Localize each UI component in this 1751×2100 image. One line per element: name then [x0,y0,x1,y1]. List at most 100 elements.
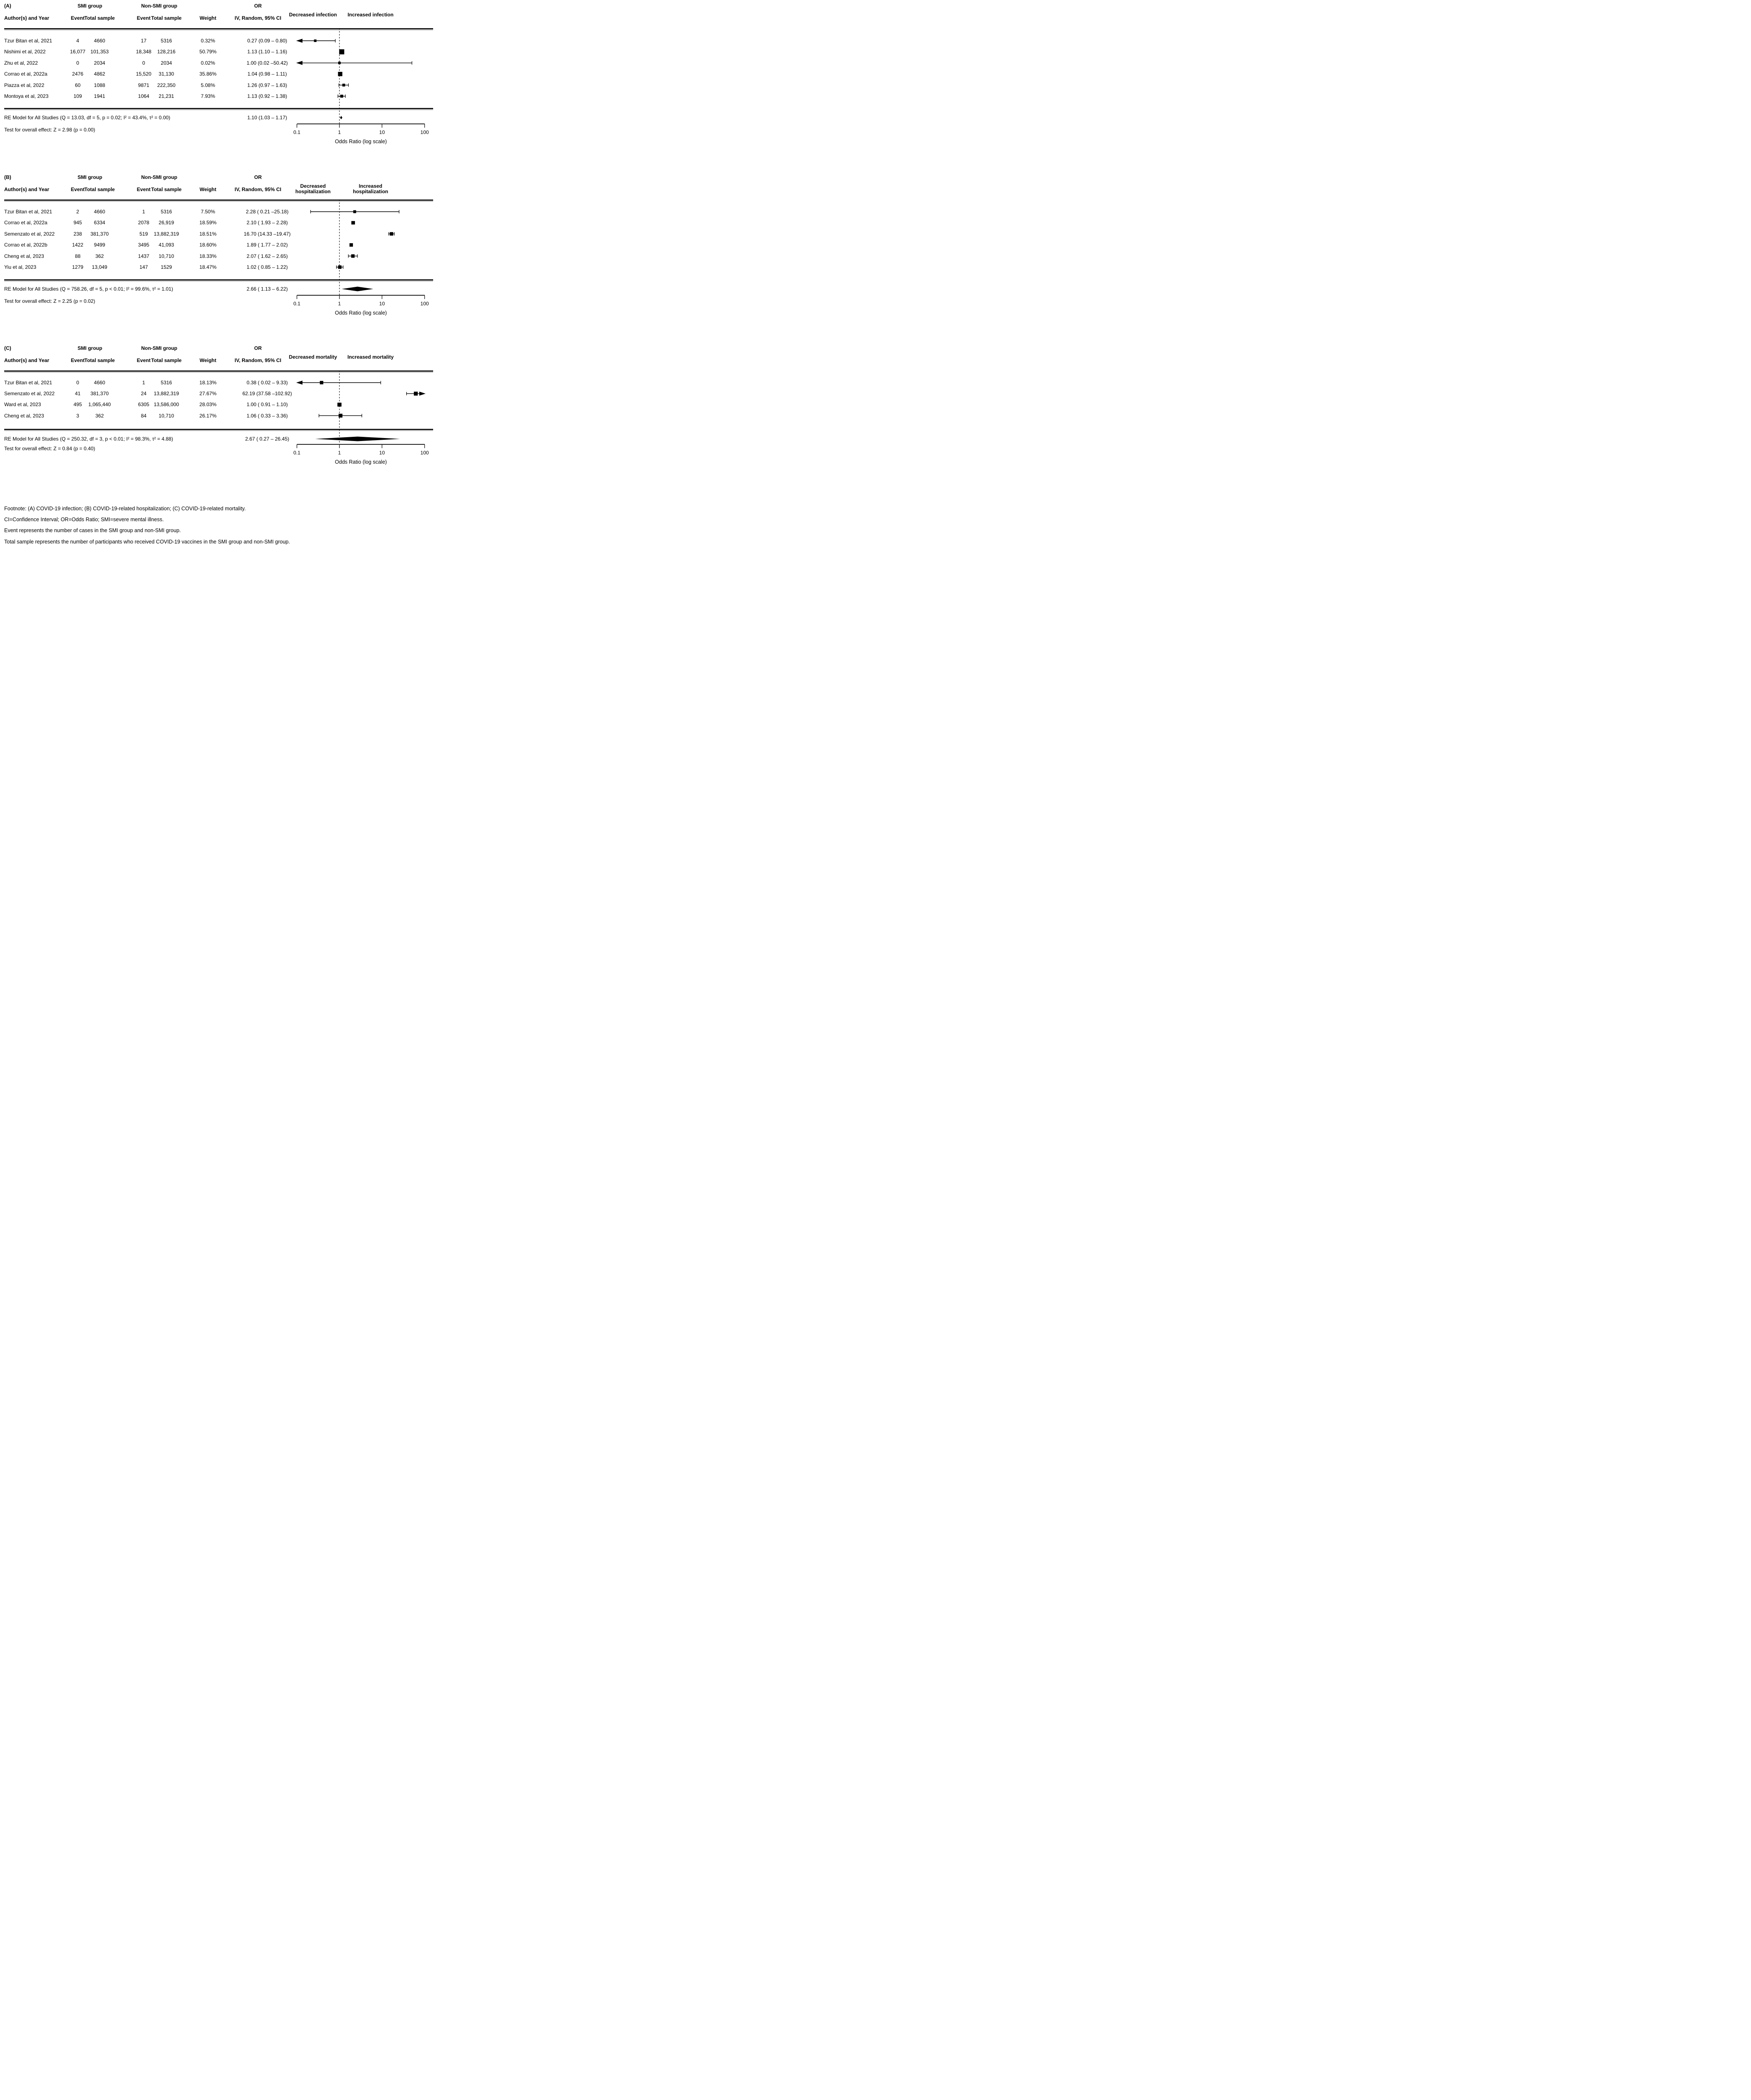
nonsmi-total-header: Total sample [151,186,182,192]
weight-value: 28.03% [199,402,217,408]
weight-value: 18.33% [199,253,217,259]
overall-effect-text: Test for overall effect: Z = 0.84 (p = 0… [4,446,95,452]
increased-direction-label: Increased mortality [347,354,394,360]
smi-total-value: 362 [95,412,104,419]
study-author: Cheng et al, 2023 [4,253,44,259]
smi-event-header: Event [71,186,85,192]
decreased-direction-label: Decreased hospitalization [295,183,331,194]
weight-column-header: Weight [200,357,216,363]
smi-event-value: 41 [75,391,81,397]
summary-rule [4,108,433,110]
re-model-text: RE Model for All Studies (Q = 13.03, df … [4,115,171,121]
weight-column-header: Weight [200,186,216,192]
smi-total-value: 4862 [94,71,105,77]
smi-event-value: 0 [76,380,79,386]
smi-total-value: 362 [95,253,104,259]
study-author: Nishimi et al, 2022 [4,49,46,55]
or-ci-value: 1.02 ( 0.85 – 1.22) [246,264,288,270]
nonsmi-event-value: 84 [141,412,147,419]
study-author: Ward et al, 2023 [4,402,41,408]
nonsmi-group-header: Non-SMI group [141,3,177,9]
nonsmi-total-value: 5316 [160,38,172,44]
ci-column-header: IV, Random, 95% CI [234,15,281,21]
smi-total-value: 1,065,440 [88,402,111,408]
nonsmi-event-value: 18,348 [136,49,152,55]
or-ci-value: 1.04 (0.98 – 1.11) [247,71,287,77]
forest-panel-a: (A) SMI group Non-SMI group OR Author(s)… [0,0,438,171]
or-ci-value: 1.13 (1.10 – 1.16) [247,49,287,55]
study-author: Corrao et al, 2022a [4,220,47,226]
smi-event-header: Event [71,15,85,21]
study-author: Semenzato et al, 2022 [4,231,55,237]
nonsmi-event-header: Event [137,15,151,21]
smi-total-value: 2034 [94,60,105,66]
nonsmi-event-value: 15,520 [136,71,152,77]
or-ci-value: 1.06 ( 0.33 – 3.36) [246,412,288,419]
smi-event-value: 2 [76,209,79,215]
smi-total-header: Total sample [84,15,115,21]
decreased-direction-label: Decreased mortality [289,354,337,360]
weight-value: 18.13% [199,380,217,386]
smi-group-header: SMI group [77,174,103,180]
or-ci-value: 2.10 ( 1.93 – 2.28) [246,220,288,226]
increased-direction-label: Increased hospitalization [353,183,388,194]
smi-total-value: 101,353 [90,49,109,55]
nonsmi-event-value: 147 [139,264,148,270]
summary-rule [4,429,433,431]
smi-event-value: 60 [75,82,81,88]
smi-event-value: 2476 [72,71,84,77]
forest-panel-b: (B) SMI group Non-SMI group OR Author(s)… [0,171,438,342]
smi-total-value: 381,370 [90,231,109,237]
or-ci-value: 1.00 ( 0.91 – 1.10) [246,402,288,408]
increased-direction-label: Increased infection [347,12,394,18]
or-ci-value: 1.26 (0.97 – 1.63) [247,82,287,88]
weight-value: 7.50% [200,209,216,215]
nonsmi-group-header: Non-SMI group [141,174,177,180]
smi-group-header: SMI group [77,3,103,9]
nonsmi-total-value: 10,710 [158,253,174,259]
nonsmi-event-value: 3495 [138,242,150,248]
summary-rule [4,279,433,281]
or-ci-value: 0.38 ( 0.02 – 9.33) [246,380,288,386]
smi-event-value: 238 [73,231,82,237]
nonsmi-event-header: Event [137,357,151,363]
re-model-text: RE Model for All Studies (Q = 250.32, df… [4,436,173,442]
study-author: Zhu et al, 2022 [4,60,38,66]
header-rule [4,200,433,202]
nonsmi-event-value: 6305 [138,402,150,408]
smi-event-value: 0 [76,60,79,66]
summary-or-value: 2.67 ( 0.27 – 26.45) [245,436,289,442]
weight-value: 27.67% [199,391,217,397]
study-author: Tzur Bitan et al, 2021 [4,209,53,215]
smi-total-value: 4660 [94,38,105,44]
smi-total-value: 4660 [94,209,105,215]
nonsmi-event-value: 0 [142,60,145,66]
smi-total-value: 1088 [94,82,105,88]
or-ci-value: 2.28 ( 0.21 –25.18) [246,209,289,215]
weight-value: 26.17% [199,412,217,419]
author-column-header: Author(s) and Year [4,15,50,21]
weight-value: 35.86% [199,71,217,77]
smi-event-value: 4 [76,38,79,44]
or-group-header: OR [254,345,262,351]
decreased-direction-label: Decreased infection [289,12,337,18]
nonsmi-event-value: 1437 [138,253,150,259]
or-ci-value: 1.89 ( 1.77 – 2.02) [246,242,288,248]
nonsmi-event-value: 1 [142,380,145,386]
footnote-line-4: Total sample represents the number of pa… [4,539,290,545]
panel-label: (A) [4,3,11,9]
re-model-text: RE Model for All Studies (Q = 758.26, df… [4,286,173,292]
smi-event-value: 88 [75,253,81,259]
ci-column-header: IV, Random, 95% CI [234,357,281,363]
nonsmi-total-value: 222,350 [157,82,176,88]
nonsmi-total-value: 5316 [160,209,172,215]
study-author: Yiu et al, 2023 [4,264,37,270]
nonsmi-total-value: 21,231 [158,93,174,99]
smi-total-value: 381,370 [90,391,109,397]
overall-effect-text: Test for overall effect: Z = 2.25 (p = 0… [4,298,95,304]
nonsmi-event-value: 2078 [138,220,150,226]
footnote-line-3: Event represents the number of cases in … [4,528,181,533]
smi-event-value: 109 [73,93,82,99]
weight-value: 5.08% [200,82,216,88]
weight-value: 7.93% [200,93,216,99]
